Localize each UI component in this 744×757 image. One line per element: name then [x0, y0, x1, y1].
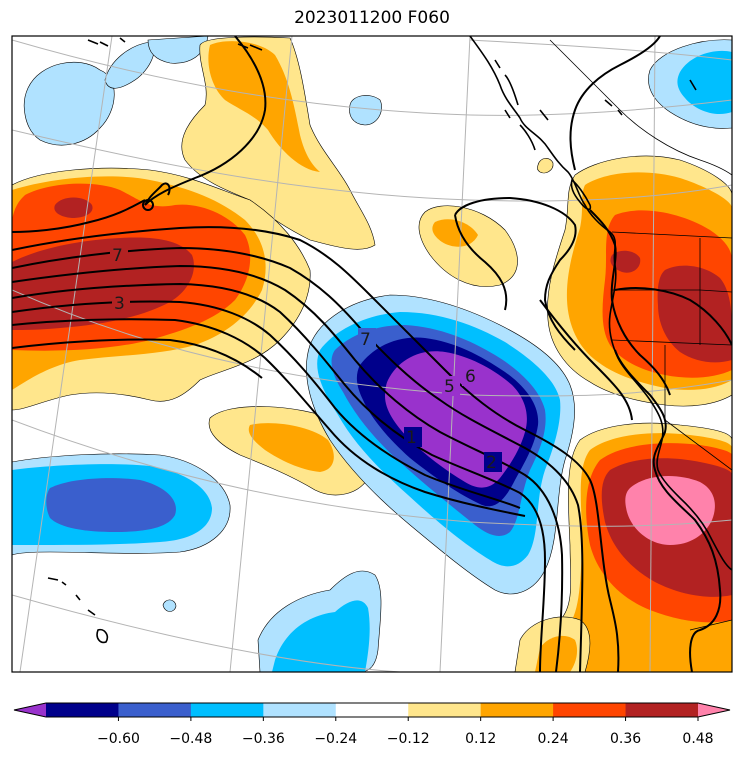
contour-line [539, 299, 633, 421]
coastline-islands [504, 74, 519, 106]
contour-line [454, 196, 577, 351]
graticule-meridian [439, 36, 471, 672]
colorbar-tick-label: 0.36 [610, 731, 641, 747]
pos-anomaly-s-small-inner [535, 635, 578, 672]
contour-closed-small [142, 199, 154, 211]
contour-label-bg [442, 376, 460, 396]
contour-line [614, 287, 732, 346]
coastline-hawaii [47, 577, 109, 644]
coastline-lakes [604, 79, 697, 116]
neg-anomaly-sw-inner [46, 478, 176, 532]
colorbar-tick-label: 0.48 [682, 731, 713, 747]
border-mexico [689, 619, 732, 631]
contour-label: 1 [406, 428, 417, 448]
colorbar-bin [335, 703, 409, 717]
contour-line [12, 318, 526, 517]
contour-line [12, 246, 584, 672]
pos-anomaly-north-inner [208, 41, 320, 172]
graticule-parallel [12, 594, 401, 672]
colorbar-tick-label: −0.24 [314, 731, 357, 747]
contour-label-bg [404, 427, 422, 447]
pos-anomaly-sw-inner [248, 423, 334, 472]
map-layers: 7 3 7 6 5 1 2 [12, 36, 732, 672]
pos-anomaly-small-coast [537, 158, 554, 174]
pos-anomaly-central-inner [432, 219, 478, 247]
colorbar-bin [480, 703, 554, 717]
contour-line [589, 209, 671, 396]
colorbar-bins [13, 702, 731, 718]
coastline-vancouver-island [570, 178, 592, 211]
neg-anomaly-s-inner [272, 600, 370, 672]
colorbar-tick-label: −0.36 [242, 731, 285, 747]
graticule-meridian [649, 36, 656, 672]
colorbar-bin [553, 703, 627, 717]
colorbar-bin [46, 703, 119, 717]
graticule-meridian [19, 36, 113, 672]
colorbar-tick-label: −0.12 [387, 731, 430, 747]
contour-line [12, 199, 146, 233]
contour-label-bg [462, 366, 480, 386]
map-frame [11, 35, 733, 673]
colorbar-tick-label: 0.24 [538, 731, 569, 747]
pos-anomaly-se-pink [625, 476, 715, 545]
pos-anomaly-ne-darkred-2 [610, 250, 641, 273]
contour-label: 7 [112, 246, 123, 266]
contour-line [12, 264, 564, 672]
colorbar-bin [118, 703, 192, 717]
contour-line [12, 300, 521, 509]
contour-labels: 7 3 7 6 5 1 2 [110, 244, 502, 473]
colorbar-outline [13, 702, 731, 718]
neg-anomaly-blob-nw [24, 62, 115, 146]
graticule-parallel [12, 129, 732, 202]
coastline-aleutians [87, 37, 263, 51]
contour-label-bg [358, 328, 376, 348]
contour-label: 6 [465, 367, 476, 387]
colorbar-extend-max [698, 703, 730, 717]
graticule-parallel [12, 419, 732, 527]
border-canada-us [611, 231, 732, 239]
map-title: 2023011200 F060 [294, 8, 450, 28]
colorbar-bin [190, 703, 264, 717]
graticule-parallel [469, 39, 732, 61]
colorbar-bin [408, 703, 482, 717]
contour-line [12, 338, 263, 379]
border-or-ca [611, 339, 732, 346]
contour-label: 2 [486, 453, 497, 473]
contour-label-bg [484, 452, 502, 472]
neg-anomaly-blob-ne-inner [677, 50, 732, 115]
contour-label: 3 [114, 294, 125, 314]
graticule [12, 36, 732, 672]
coastline-islands [494, 59, 549, 121]
neg-anomaly-small-dot [162, 599, 177, 612]
graticule-parallel [12, 39, 732, 116]
contour-lines [12, 36, 732, 672]
border-bc-ak [549, 39, 732, 176]
contour-label: 5 [444, 377, 455, 397]
colorbar-ticks: −0.60 −0.48 −0.36 −0.24 −0.12 0.12 0.24 0.36 0.4… [97, 717, 714, 747]
colorbar-extend-min [14, 703, 46, 717]
contour-line [12, 226, 620, 672]
contour-line [614, 349, 722, 672]
colorbar-bin [263, 703, 337, 717]
contour-line [454, 214, 508, 311]
colorbar-bin [625, 703, 699, 717]
contour-line [144, 182, 171, 206]
filled-contours [12, 36, 732, 672]
colorbar-tick-label: −0.60 [97, 731, 140, 747]
contour-label-bg [112, 292, 130, 312]
neg-anomaly-blob-small [349, 95, 382, 126]
colorbar-tick-label: −0.48 [169, 731, 212, 747]
coastline-islands [519, 124, 536, 151]
contour-line [12, 282, 547, 672]
contour-label: 7 [360, 330, 371, 350]
neg-anomaly-blob-nw-2 [104, 41, 155, 89]
contour-line [569, 36, 661, 171]
pos-anomaly-west-darkred-small [54, 197, 93, 218]
contour-label-bg [110, 244, 128, 264]
colorbar-tick-label: 0.12 [465, 731, 496, 747]
